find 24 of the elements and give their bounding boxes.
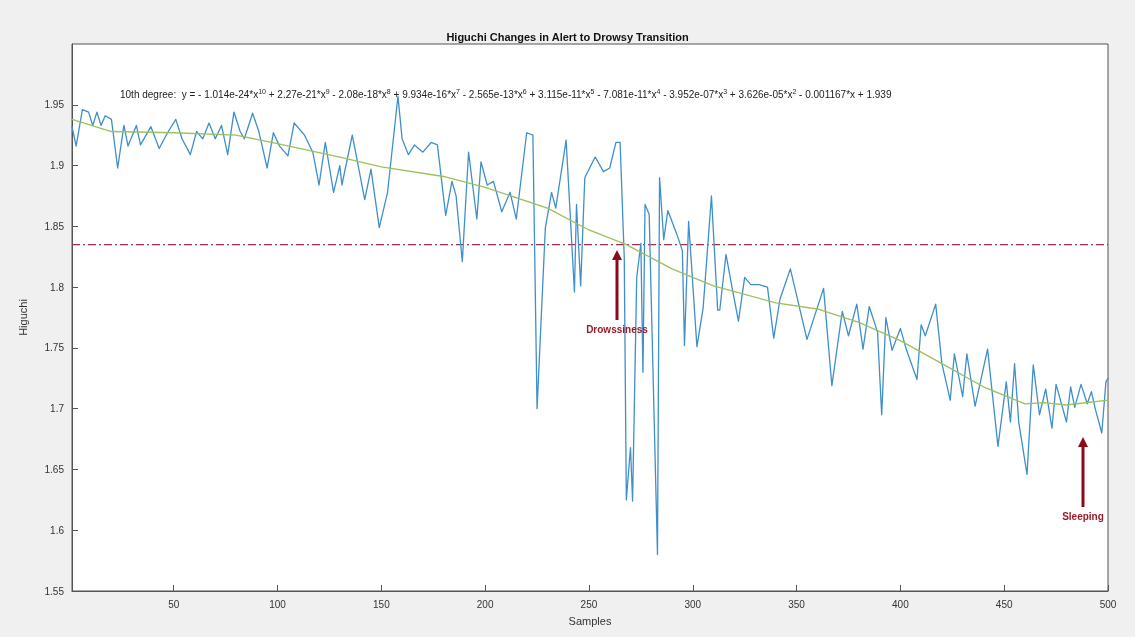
y-tick-label: 1.65 [44, 463, 65, 475]
chart-title: Higuchi Changes in Alert to Drowsy Transition [446, 30, 689, 43]
x-tick-label: 500 [1099, 598, 1117, 610]
x-tick-label: 350 [788, 598, 806, 610]
line-series [71, 118, 1109, 406]
y-tick-label: 1.9 [50, 160, 65, 172]
y-axis-title: Higuchi [16, 299, 29, 336]
x-axis-title: Samples [568, 614, 612, 627]
x-tick-label: 450 [995, 598, 1013, 610]
y-tick-label: 1.7 [50, 403, 65, 415]
y-tick-label: 1.85 [44, 220, 65, 232]
y-tick-label: 1.55 [44, 585, 65, 597]
annotation: Sleeping [1061, 511, 1105, 522]
y-tick-label: 1.8 [50, 281, 65, 293]
y-tick-label: 1.6 [50, 524, 65, 536]
x-tick-label: 50 [168, 598, 180, 610]
x-tick-label: 200 [476, 598, 494, 610]
x-tick-label: 250 [580, 598, 598, 610]
y-tick-label: 1.95 [44, 99, 65, 111]
x-tick-label: 150 [373, 598, 391, 610]
y-tick-label: 1.75 [44, 342, 65, 354]
x-tick-label: 100 [269, 598, 287, 610]
x-tick-label: 300 [684, 598, 702, 610]
x-tick-label: 400 [892, 598, 910, 610]
